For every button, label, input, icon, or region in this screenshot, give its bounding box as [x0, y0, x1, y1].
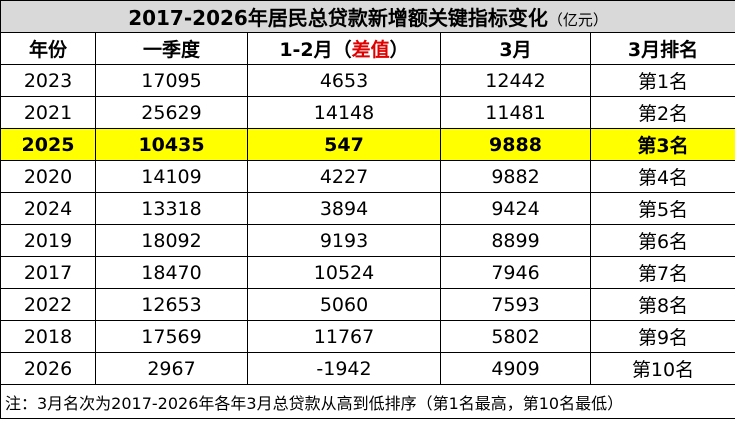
table-cell: 第2名 [589, 96, 735, 129]
table-cell: 5060 [247, 288, 441, 321]
table-cell: 18470 [95, 256, 248, 289]
table-row: 2024 13318 3894 9424 第5名 [0, 192, 735, 225]
table-cell: 10435 [95, 128, 248, 161]
table-cell: 11481 [440, 96, 591, 129]
table-cell: 2026 [0, 352, 96, 385]
table-cell: 2020 [0, 160, 96, 193]
table-cell: 12442 [440, 64, 591, 97]
table-row: 2017 18470 10524 7946 第7名 [0, 256, 735, 289]
table-cell: 9424 [440, 192, 591, 225]
table-row: 2022 12653 5060 7593 第8名 [0, 288, 735, 321]
table-cell: 7946 [440, 256, 591, 289]
table-cell: 第4名 [589, 160, 735, 193]
table-cell: 7593 [440, 288, 591, 321]
table-cell: 25629 [95, 96, 248, 129]
header-cell: 3月 [440, 32, 591, 65]
table-cell: 4227 [247, 160, 441, 193]
table-cell: 2967 [95, 352, 248, 385]
table-cell: 3894 [247, 192, 441, 225]
header-cell: 年份 [0, 32, 96, 65]
header-cell: 3月排名 [589, 32, 735, 65]
table-cell: 14109 [95, 160, 248, 193]
table-row: 2020 14109 4227 9882 第4名 [0, 160, 735, 193]
table-cell: 2023 [0, 64, 96, 97]
table-row: 2021 25629 14148 11481 第2名 [0, 96, 735, 129]
table-cell: 2018 [0, 320, 96, 353]
table-cell: 第8名 [589, 288, 735, 321]
title-row: 2017-2026年居民总贷款新增额关键指标变化（亿元） [0, 0, 735, 33]
table-cell: 第9名 [589, 320, 735, 353]
table-cell: 第3名 [589, 128, 735, 161]
table-cell: 18092 [95, 224, 248, 257]
table-body: 2023 17095 4653 12442 第1名 2021 25629 14148 11481… [0, 64, 735, 385]
title-cell: 2017-2026年居民总贷款新增额关键指标变化（亿元） [0, 0, 735, 33]
table-cell: 第10名 [589, 352, 735, 385]
table-cell: 4909 [440, 352, 591, 385]
table-cell: 2024 [0, 192, 96, 225]
table-cell: 547 [247, 128, 441, 161]
header-part: 1-2月（ [279, 39, 352, 61]
table-cell: 2021 [0, 96, 96, 129]
table-cell: 9193 [247, 224, 441, 257]
table-cell: 13318 [95, 192, 248, 225]
table-cell: 5802 [440, 320, 591, 353]
table-cell: 17095 [95, 64, 248, 97]
table-cell: 14148 [247, 96, 441, 129]
table-cell: 2022 [0, 288, 96, 321]
table-cell: 11767 [247, 320, 441, 353]
data-table: 2017-2026年居民总贷款新增额关键指标变化（亿元） 年份 一季度 1-2月（差… [0, 0, 735, 419]
table-cell: 第5名 [589, 192, 735, 225]
unit: （亿元） [547, 11, 608, 29]
table-cell: 8899 [440, 224, 591, 257]
header-cell: 1-2月（差值） [247, 32, 441, 65]
table-cell: 第1名 [589, 64, 735, 97]
header-part: ） [389, 39, 409, 61]
table-cell: 17569 [95, 320, 248, 353]
table-cell: 9882 [440, 160, 591, 193]
table-cell: 10524 [247, 256, 441, 289]
table-row: 2025 10435 547 9888 第3名 [0, 128, 735, 161]
header-row: 年份 一季度 1-2月（差值） 3月 3月排名 [0, 32, 735, 65]
table-row: 2026 2967 -1942 4909 第10名 [0, 352, 735, 385]
table-row: 2023 17095 4653 12442 第1名 [0, 64, 735, 97]
header-part: 差值 [351, 39, 390, 61]
table-row: 2018 17569 11767 5802 第9名 [0, 320, 735, 353]
table-title: 2017-2026年居民总贷款新增额关键指标变化 [128, 6, 548, 30]
table-cell: 9888 [440, 128, 591, 161]
header-cell: 一季度 [95, 32, 248, 65]
table-cell: -1942 [247, 352, 441, 385]
table-cell: 2017 [0, 256, 96, 289]
table-cell: 12653 [95, 288, 248, 321]
note-row: 注：3月名次为2017-2026年各年3月总贷款从高到低排序（第1名最高，第10… [0, 384, 735, 419]
table-row: 2019 18092 9193 8899 第6名 [0, 224, 735, 257]
table-cell: 第6名 [589, 224, 735, 257]
table-cell: 4653 [247, 64, 441, 97]
table-cell: 2025 [0, 128, 96, 161]
table-cell: 2019 [0, 224, 96, 257]
note: 注：3月名次为2017-2026年各年3月总贷款从高到低排序（第1名最高，第10… [0, 384, 735, 419]
table-cell: 第7名 [589, 256, 735, 289]
